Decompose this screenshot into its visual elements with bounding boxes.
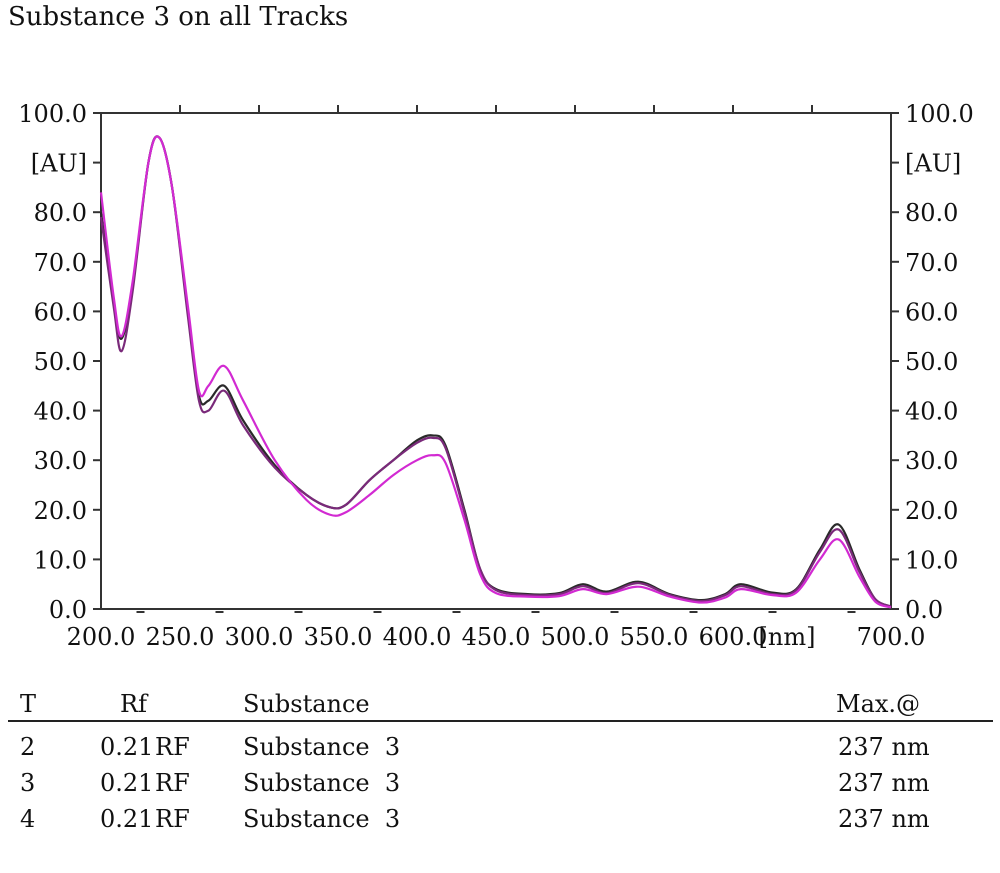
y-tick-label-right: 20.0 [905, 497, 958, 525]
y-tick-label-right: 100.0 [905, 100, 974, 128]
y-tick-label-left: 60.0 [34, 298, 87, 326]
y-tick-label-left: 40.0 [34, 398, 87, 426]
x-tick-label: 250.0 [146, 623, 215, 651]
y-tick-label-left: 20.0 [34, 497, 87, 525]
series-line-track-4 [99, 135, 892, 609]
table-cell-rf: 0.21 [100, 733, 154, 761]
x-tick-label: 500.0 [541, 623, 610, 651]
y-tick-label-left: 30.0 [34, 447, 87, 475]
x-tick-label: 400.0 [383, 623, 452, 651]
x-tick-label: [nm] [759, 623, 816, 651]
spectrum-chart: 100.0 100.0 [AU] [AU] 80.0 80.0 70.0 70.0 60.0 60… [18, 100, 974, 651]
header-t: T [20, 690, 37, 718]
header-substance: Substance [243, 690, 370, 718]
series-line-track-2 [99, 135, 892, 608]
table-cell-t: 2 [20, 733, 36, 761]
table-cell-unit: RF [155, 733, 190, 761]
y-tick-label-right: 40.0 [905, 398, 958, 426]
x-tick-label: 200.0 [67, 623, 136, 651]
y-tick-label-right: 10.0 [905, 546, 958, 574]
chart-title: Substance 3 on all Tracks [8, 2, 349, 32]
y-tick-label-left: 50.0 [34, 348, 87, 376]
table-cell-t: 3 [20, 769, 36, 797]
y-tick-label-right: 70.0 [905, 249, 958, 277]
table-cell-unit: RF [155, 769, 190, 797]
y-tick-label-right: 50.0 [905, 348, 958, 376]
table-cell-max: 237 nm [838, 769, 930, 797]
header-rf: Rf [120, 690, 147, 718]
table-cell-substance: Substance 3 [243, 805, 401, 833]
x-tick-label: 450.0 [462, 623, 531, 651]
y-tick-label-right: 60.0 [905, 298, 958, 326]
plot-frame [100, 112, 892, 610]
table-cell-rf: 0.21 [100, 769, 154, 797]
y-tick-label-right: 30.0 [905, 447, 958, 475]
table-cell-substance: Substance 3 [243, 733, 401, 761]
table-cell-max: 237 nm [838, 733, 930, 761]
y-tick-label-left: [AU] [31, 150, 87, 178]
table-cell-substance: Substance 3 [243, 769, 401, 797]
table-divider [8, 720, 993, 722]
table-cell-unit: RF [155, 805, 190, 833]
x-tick-label: 350.0 [304, 623, 373, 651]
header-max: Max.@ [836, 690, 921, 718]
x-tick-label: 300.0 [225, 623, 294, 651]
table-cell-max: 237 nm [838, 805, 930, 833]
y-tick-label-right: 0.0 [905, 596, 943, 624]
table-cell-rf: 0.21 [100, 805, 154, 833]
table-cell-t: 4 [20, 805, 36, 833]
y-tick-label-left: 10.0 [34, 546, 87, 574]
x-tick-label: 700.0 [857, 623, 926, 651]
x-tick-label: 550.0 [620, 623, 689, 651]
y-tick-label-left: 100.0 [18, 100, 87, 128]
y-tick-label-left: 70.0 [34, 249, 87, 277]
y-tick-label-right: [AU] [905, 150, 961, 178]
x-tick-label: 600.0 [699, 623, 768, 651]
y-tick-label-left: 0.0 [49, 596, 87, 624]
y-tick-label-right: 80.0 [905, 199, 958, 227]
y-tick-label-left: 80.0 [34, 199, 87, 227]
series-line-track-3 [99, 135, 892, 608]
